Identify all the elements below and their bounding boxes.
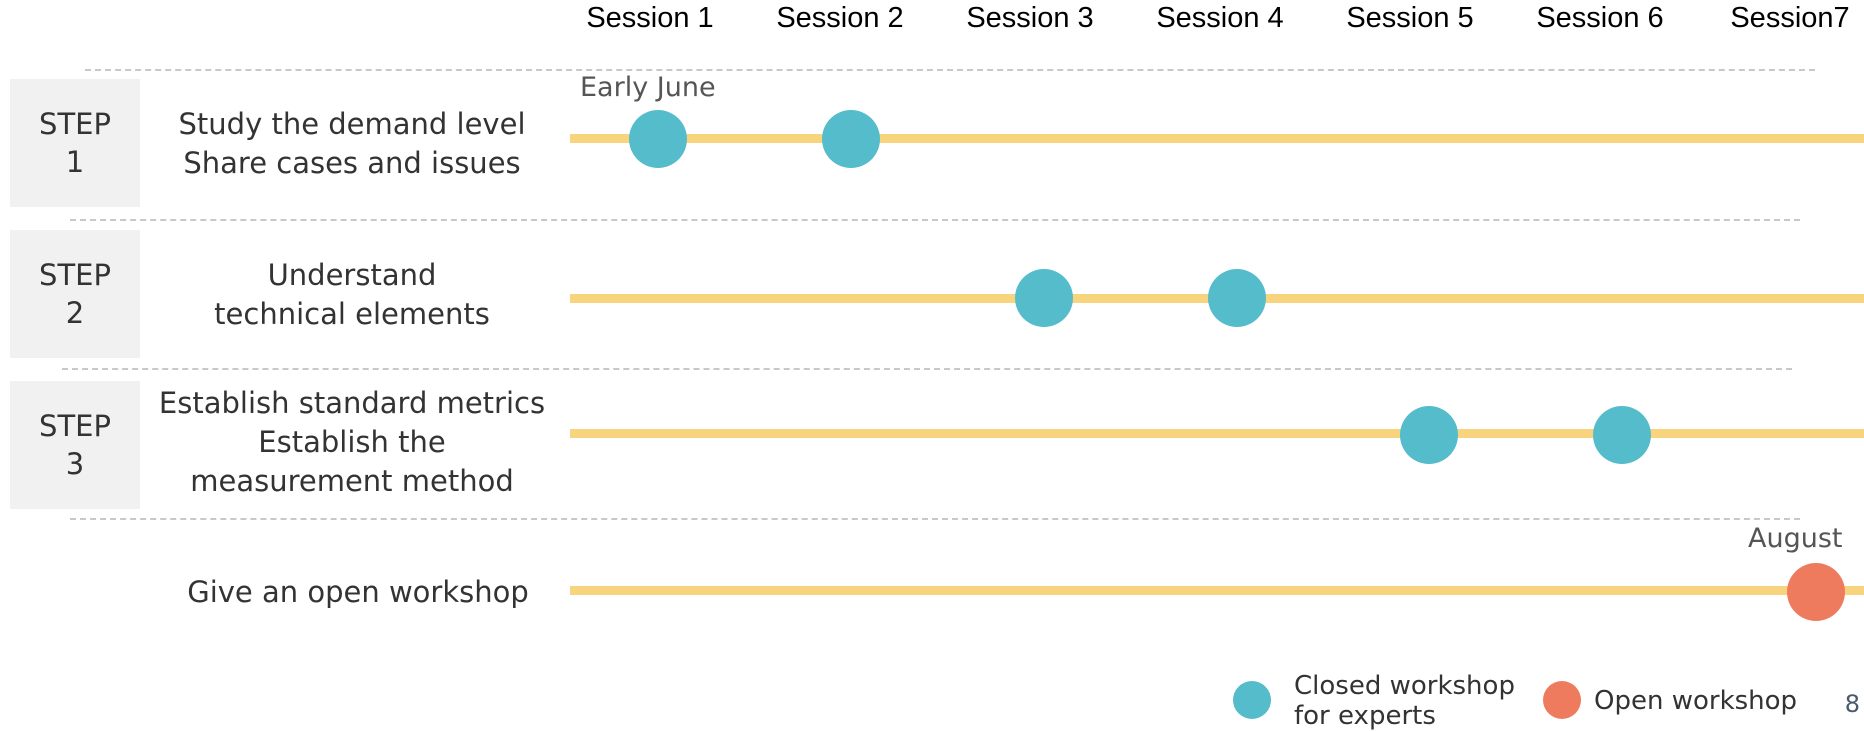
closed-workshop-marker bbox=[1400, 406, 1458, 464]
session-label-6: Session 6 bbox=[1536, 2, 1664, 34]
step-description-line: Study the demand level bbox=[178, 107, 526, 141]
step-box: STEP 2 bbox=[10, 230, 140, 358]
open-workshop-marker bbox=[1787, 563, 1845, 621]
step-description-line: technical elements bbox=[214, 297, 490, 331]
step-number: 1 bbox=[65, 145, 85, 179]
closed-workshop-marker bbox=[1593, 406, 1651, 464]
step-number: 2 bbox=[65, 296, 85, 330]
step-description: Study the demand level Share cases and i… bbox=[142, 105, 562, 183]
closed-workshop-marker bbox=[822, 110, 880, 168]
row-divider bbox=[62, 368, 1792, 370]
timeline-bar bbox=[570, 134, 1864, 143]
closed-workshop-marker bbox=[629, 110, 687, 168]
open-workshop-legend-label: Open workshop bbox=[1594, 686, 1798, 716]
step-description: Understand technical elements bbox=[142, 256, 562, 334]
step-description-line: Establish the bbox=[258, 425, 446, 459]
timeline-bar bbox=[570, 586, 1864, 595]
step-description-line: measurement method bbox=[190, 464, 514, 498]
step-description-line: Share cases and issues bbox=[183, 146, 521, 180]
legend-label-line: for experts bbox=[1294, 701, 1436, 731]
timing-annotation: August bbox=[1748, 523, 1843, 554]
row-divider bbox=[85, 69, 1815, 71]
closed-workshop-legend-label: Closed workshop for experts bbox=[1294, 671, 1515, 731]
closed-workshop-marker bbox=[1015, 269, 1073, 327]
step-number: 3 bbox=[65, 447, 85, 481]
page-number: 8 bbox=[1844, 690, 1860, 718]
step-description-line: Give an open workshop bbox=[187, 575, 529, 609]
closed-workshop-legend-icon bbox=[1233, 681, 1271, 719]
closed-workshop-marker bbox=[1208, 269, 1266, 327]
timing-annotation: Early June bbox=[580, 72, 716, 103]
step-box: STEP 1 bbox=[10, 79, 140, 207]
step-description-line: Establish standard metrics bbox=[158, 386, 546, 420]
session-label-1: Session 1 bbox=[586, 2, 714, 34]
step-description-line: Understand bbox=[267, 258, 437, 292]
session-label-3: Session 3 bbox=[966, 2, 1094, 34]
step-description: Establish standard metrics Establish the… bbox=[142, 384, 562, 501]
step-word: STEP bbox=[39, 107, 111, 141]
step-word: STEP bbox=[39, 409, 111, 443]
step-description: Give an open workshop bbox=[148, 573, 568, 612]
legend-label-line: Closed workshop bbox=[1294, 671, 1515, 701]
open-workshop-legend-icon bbox=[1543, 681, 1581, 719]
step-word: STEP bbox=[39, 258, 111, 292]
session-label-7: Session7 bbox=[1730, 2, 1850, 34]
session-label-4: Session 4 bbox=[1156, 2, 1284, 34]
row-divider bbox=[70, 219, 1800, 221]
session-label-2: Session 2 bbox=[776, 2, 904, 34]
timeline-bar bbox=[570, 429, 1864, 438]
session-label-5: Session 5 bbox=[1346, 2, 1474, 34]
step-box: STEP 3 bbox=[10, 381, 140, 509]
row-divider bbox=[70, 518, 1800, 520]
